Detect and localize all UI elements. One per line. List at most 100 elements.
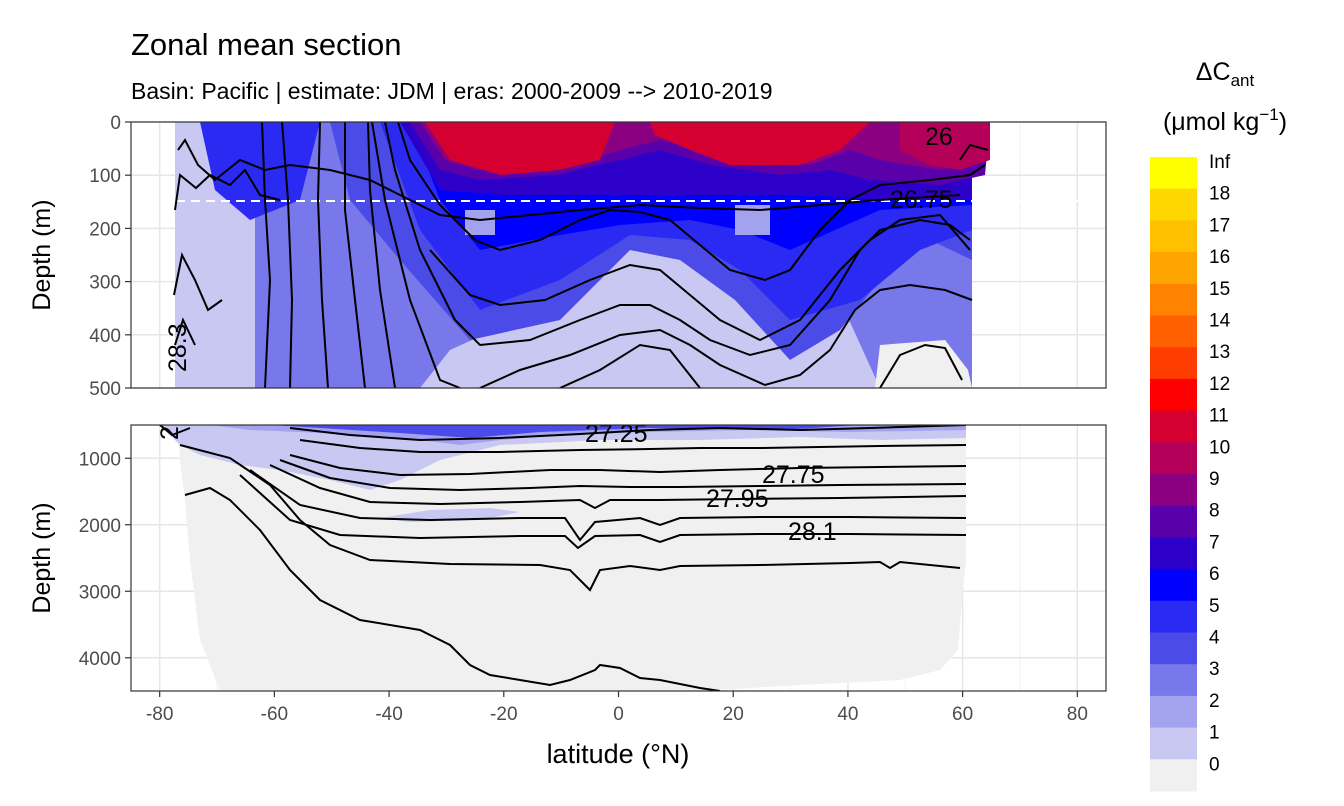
isopycnal-line [174,168,281,211]
colorbar-legend: ΔCant (μmol kg−1) Inf1817161514131211109… [1150,58,1287,792]
legend-swatch [1150,759,1197,792]
chart-title: Zonal mean section [131,27,402,62]
contour-label: 27.95 [706,485,769,513]
legend-unit-prefix: (μmol kg [1163,108,1259,136]
legend-label: 12 [1209,374,1230,395]
contour-label: 27.75 [762,461,825,489]
legend-swatch [1150,157,1197,190]
legend-label: 1 [1209,723,1220,744]
y-tick-label: 500 [89,379,121,400]
isopycnal-line [261,122,272,388]
legend-swatch [1150,252,1197,285]
legend-label: 11 [1209,406,1229,427]
legend-label: Inf [1209,152,1231,173]
contour-label: 26 [925,123,953,151]
legend-label: 15 [1209,279,1230,300]
legend-unit: (μmol kg−1) [1163,105,1287,136]
legend-swatch [1150,442,1197,475]
isopycnal-line [371,122,461,388]
isopycnal-line [174,317,196,346]
field-fill [160,425,966,490]
legend-label: 10 [1209,437,1230,458]
y-tick-label: 200 [89,219,121,240]
isopycnal-line [184,486,721,691]
y-axis-label-upper: Depth (m) [28,199,56,310]
legend-label: 7 [1209,532,1220,553]
legend-label: 13 [1209,342,1230,363]
upper-panel-border [130,121,1107,389]
legend-label: 16 [1209,247,1230,268]
legend-swatch [1150,347,1197,380]
upper-panel-y-axis: 0 100 200 300 400 500 [89,113,131,400]
contour-label: 28.1 [788,518,837,546]
legend-label: 6 [1209,564,1220,585]
y-tick-label: 300 [89,273,121,294]
legend-swatch [1150,378,1197,412]
isopycnal-line [239,474,967,550]
legend-unit-exponent: −1 [1259,105,1278,124]
isopycnal-line [179,444,961,592]
isopycnal-line [177,138,961,222]
isopycnal-line [479,283,973,388]
isopycnal-line [384,122,971,357]
lower-panel-field: 27.25 27.75 27.95 28.1 28 [156,412,967,691]
isopycnal-line [879,343,963,388]
x-tick-label: 0 [613,704,624,725]
isopycnal-line [159,425,191,437]
legend-label: 5 [1209,596,1220,617]
x-tick-label: 40 [837,704,858,725]
isopycnal-line [173,252,223,312]
legend-swatch [1150,474,1197,507]
y-tick-label: 2000 [79,516,121,537]
isopycnal-line [289,425,967,442]
field-fill [650,122,870,165]
legend-swatch [1150,569,1197,602]
isopycnal-line [299,439,967,453]
isopycnal-line [249,469,967,542]
legend-label: 4 [1209,628,1220,649]
legend-label: 14 [1209,311,1231,332]
legend-label: 0 [1209,754,1220,775]
x-tick-label: 20 [723,704,744,725]
upper-panel: 26 26.75 28.3 0 100 200 300 400 500 [89,113,1107,400]
x-tick-label: -20 [490,704,517,725]
isopycnal-line [279,459,967,492]
isopycnal-line [289,454,967,477]
x-tick-label: 80 [1067,704,1088,725]
y-tick-label: 0 [110,113,121,134]
field-fill [200,122,320,220]
legend-swatch [1150,410,1197,443]
legend-label: 2 [1209,691,1220,712]
lower-panel-y-axis: 1000 2000 3000 4000 [79,449,131,670]
isopycnal-contours [173,122,989,388]
x-tick-label: -80 [146,704,173,725]
legend-swatch [1150,283,1197,316]
x-tick-label: -60 [261,704,288,725]
field-fill [178,425,966,691]
contour-labels: 26 26.75 28.3 [164,123,953,372]
y-tick-label: 1000 [79,449,121,470]
legend-swatch [1150,188,1197,221]
field-fill [465,210,495,235]
contour-label: 28 [156,412,184,440]
legend-swatch [1150,600,1197,633]
isopycnal-line [559,343,701,388]
isopycnal-line [397,122,986,282]
isopycnal-line [269,464,967,510]
isopycnal-line [367,122,396,388]
legend-swatch [1150,664,1197,697]
y-tick-label: 100 [89,166,121,187]
isopycnal-line [959,143,989,161]
y-tick-label: 3000 [79,582,121,603]
x-axis-label: latitude (°N) [547,739,690,769]
isopycnal-line [316,122,329,388]
y-axis-label-lower: Depth (m) [28,502,56,613]
contour-label: 27.25 [585,420,648,448]
contour-label: 26.75 [890,186,953,214]
legend-swatch [1150,220,1197,253]
legend-label: 3 [1209,659,1220,680]
legend-swatch [1150,727,1197,760]
isopycnal-line [344,122,366,388]
y-tick-label: 4000 [79,649,121,670]
